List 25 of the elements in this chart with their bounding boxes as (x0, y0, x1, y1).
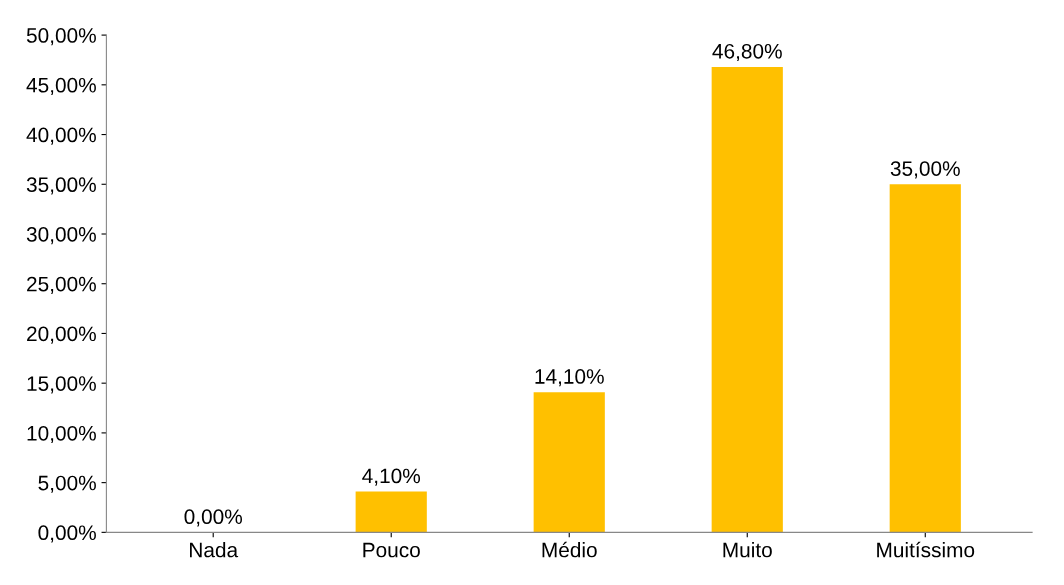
y-tick-label: 30,00% (26, 227, 96, 245)
bar (711, 66, 783, 533)
data-label: 14,10% (535, 369, 604, 387)
y-tick-label: 0,00% (38, 525, 96, 543)
y-tick-label: 20,00% (27, 326, 96, 344)
y-tick-label: 45,00% (26, 77, 96, 96)
y-tick-label: 35,00% (26, 177, 96, 195)
x-tick-label: Muito (723, 542, 772, 558)
x-tick-label: Pouco (363, 542, 420, 558)
x-tick-label: Médio (542, 541, 597, 558)
y-tick-label: 40,00% (26, 127, 96, 145)
y-tick-label: 5,00% (38, 475, 96, 493)
y-tick-label: 10,00% (27, 425, 96, 444)
y-tick-label: 25,00% (27, 276, 96, 294)
bar (355, 491, 427, 533)
data-label: 0,00% (184, 509, 243, 527)
x-tick-label: Nada (190, 542, 239, 558)
x-tick-label: Muitíssimo (877, 541, 975, 558)
bar (889, 184, 961, 533)
y-tick-label: 15,00% (27, 376, 96, 394)
data-label: 46,80% (712, 43, 782, 62)
y-tick-label: 50,00% (26, 28, 96, 46)
data-label: 35,00% (890, 161, 960, 179)
data-label: 4,10% (362, 468, 421, 486)
bar (533, 392, 605, 533)
